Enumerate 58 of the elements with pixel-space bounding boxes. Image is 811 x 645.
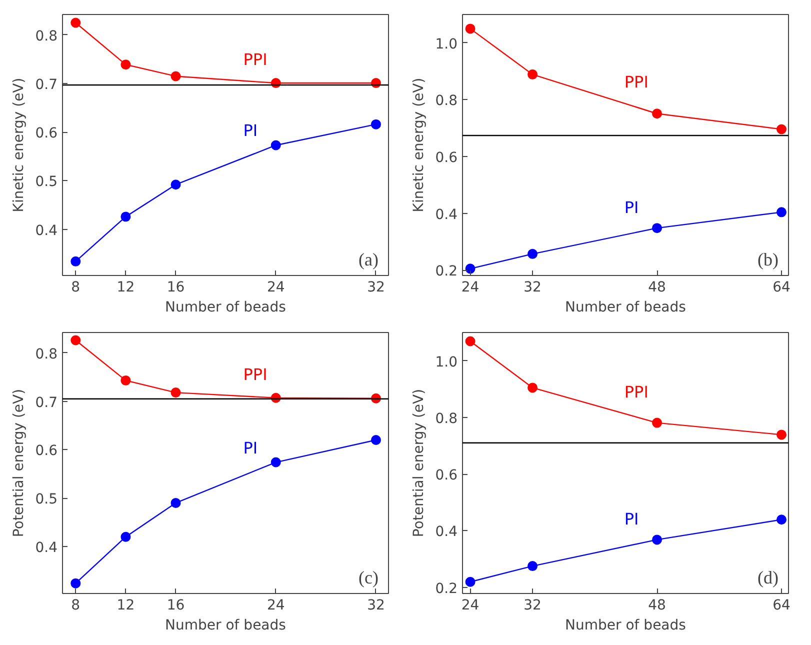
y-tick-label: 0.8 (35, 346, 58, 362)
x-tick-label: 32 (524, 280, 542, 296)
x-tick-label: 32 (524, 598, 542, 614)
x-tick-label: 48 (648, 598, 666, 614)
x-tick-label: 16 (166, 598, 185, 614)
y-axis-title: Potential energy (eV) (411, 388, 428, 538)
x-axis-title: Number of beads (165, 300, 286, 316)
y-axis-title: Kinetic energy (eV) (411, 78, 428, 212)
x-tick-label: 16 (166, 280, 185, 296)
y-tick-label: 0.7 (35, 77, 58, 94)
x-tick-label: 24 (461, 598, 480, 614)
series-label: PPI (624, 72, 648, 92)
y-tick-label: 0.7 (35, 394, 58, 411)
series-label: PI (624, 510, 639, 529)
y-tick-label: 1.0 (435, 354, 458, 370)
y-tick-label: 0.5 (35, 492, 58, 508)
series-label: PI (243, 438, 258, 458)
x-axis-title: Number of beads (565, 618, 686, 634)
x-tick-label: 24 (266, 280, 285, 296)
series-label: PPI (243, 365, 268, 384)
y-tick-label: 0.8 (35, 28, 58, 44)
series-label: PI (624, 198, 639, 217)
x-tick-label: 24 (461, 280, 480, 296)
y-tick-label: 0.6 (435, 150, 458, 166)
y-tick-label: 0.5 (35, 174, 58, 190)
x-tick-label: 64 (772, 280, 790, 296)
x-tick-label: 32 (367, 598, 385, 614)
x-axis-title: Number of beads (165, 618, 286, 634)
y-tick-label: 0.2 (435, 264, 458, 280)
x-tick-label: 8 (71, 280, 80, 296)
y-tick-label: 0.4 (35, 222, 58, 239)
y-tick-label: 0.4 (435, 524, 458, 540)
y-tick-label: 1.0 (435, 36, 458, 52)
series-label: PPI (624, 382, 648, 402)
y-tick-label: 0.2 (435, 580, 458, 597)
y-axis-title: Potential energy (eV) (11, 388, 28, 538)
series-label: PI (243, 121, 258, 140)
y-tick-label: 0.6 (435, 468, 458, 484)
y-tick-label: 0.6 (35, 126, 58, 142)
annotation: (b) (758, 250, 779, 270)
y-tick-label: 0.4 (435, 206, 458, 223)
x-tick-label: 24 (266, 598, 285, 614)
y-tick-label: 0.4 (35, 540, 58, 556)
x-tick-label: 12 (116, 598, 135, 614)
x-tick-label: 48 (648, 280, 666, 296)
y-tick-label: 0.8 (435, 93, 458, 110)
x-tick-label: 32 (367, 280, 385, 296)
annotation: (c) (358, 568, 379, 588)
y-tick-label: 0.8 (435, 410, 458, 427)
x-tick-label: 12 (116, 280, 135, 296)
x-tick-label: 8 (71, 598, 80, 614)
annotation: (a) (358, 250, 379, 270)
x-axis-title: Number of beads (565, 300, 686, 316)
series-label: PPI (243, 50, 268, 69)
y-axis-title: Kinetic energy (eV) (11, 78, 28, 212)
annotation: (d) (758, 568, 779, 588)
y-tick-label: 0.6 (35, 443, 58, 460)
x-tick-label: 64 (772, 598, 790, 614)
